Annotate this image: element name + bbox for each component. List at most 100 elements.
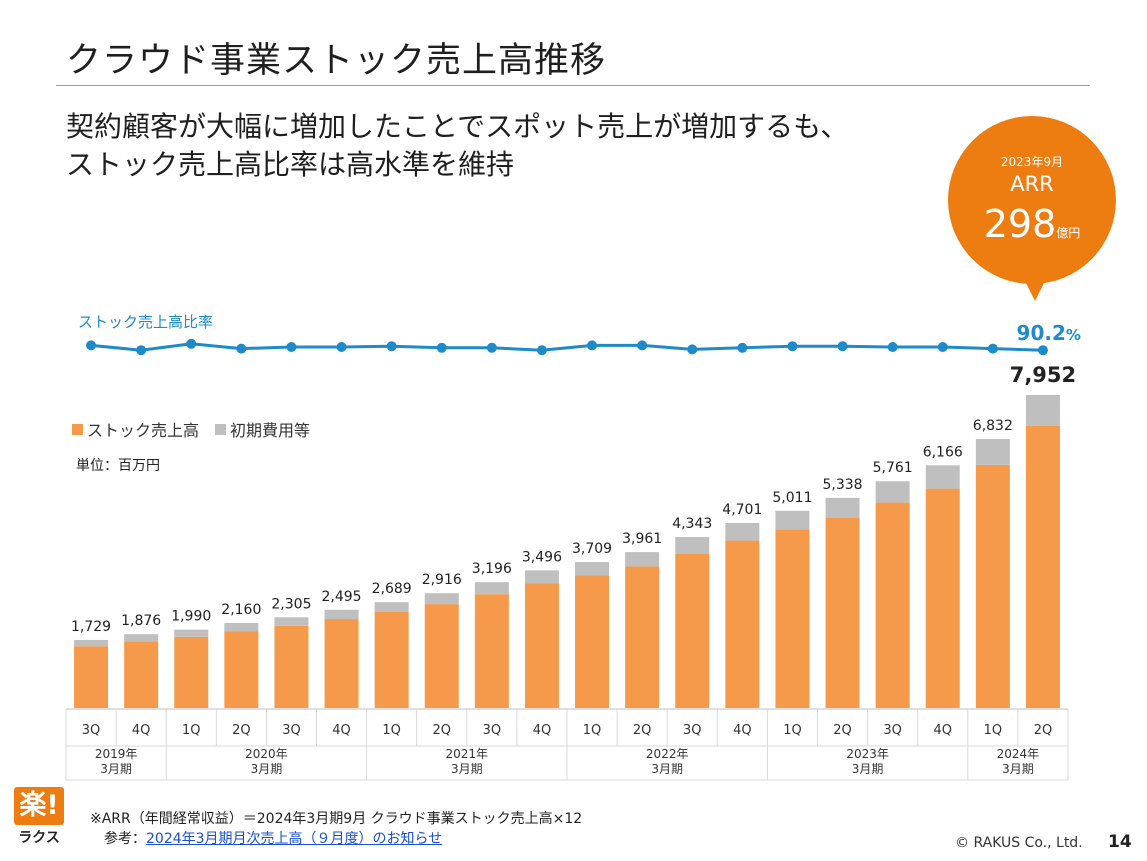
reference-note: 参考：2024年3月期月次売上高（９月度）のお知らせ (104, 828, 442, 848)
x-tick-label: 3Q (683, 723, 702, 738)
ratio-point (486, 342, 497, 353)
bar-stock (975, 464, 1010, 708)
bar-total-label: 1,990 (171, 609, 211, 625)
bar-stock (524, 583, 559, 708)
bar-initial (174, 629, 209, 637)
bar-total-label: 1,729 (71, 619, 111, 635)
bar-initial (875, 481, 910, 503)
bar-stock (575, 575, 610, 708)
bar-initial (124, 634, 159, 642)
ratio-point (937, 342, 948, 352)
bar-stock (274, 625, 309, 708)
page-number: 14 (1108, 832, 1132, 852)
bar-initial (775, 510, 810, 530)
bar-initial (524, 570, 559, 584)
ratio-point (536, 345, 547, 356)
bar-total-label: 1,876 (121, 613, 161, 629)
fiscal-year-label: 2024年 3月期 (997, 747, 1040, 776)
bar-stock (224, 631, 259, 708)
ratio-point (86, 340, 97, 351)
x-tick-label: 2Q (1034, 723, 1053, 738)
x-tick-label: 1Q (583, 723, 602, 738)
fiscal-year-label: 2020年 3月期 (245, 747, 288, 776)
bar-stock (825, 517, 860, 708)
bar-initial (725, 522, 760, 541)
arr-date: 2023年9月 (1000, 155, 1064, 169)
bar-stock (374, 611, 409, 708)
title-divider (56, 85, 1090, 86)
x-tick-label: 2Q (833, 723, 852, 738)
ratio-point (987, 343, 998, 354)
bar-stock (925, 488, 960, 708)
legend-label-stock: ストック売上高 (87, 421, 200, 440)
bar-stock (625, 566, 660, 708)
bar-initial (675, 537, 710, 554)
ratio-point (587, 340, 598, 351)
bar-initial (324, 609, 359, 620)
reference-prefix: 参考： (104, 831, 146, 847)
bar-total-label: 4,701 (722, 502, 762, 518)
bar-total-label: 3,961 (622, 531, 662, 547)
ratio-point (687, 344, 698, 355)
bar-total-label: 6,832 (973, 418, 1013, 434)
bar-initial (975, 439, 1010, 465)
bar-initial (575, 562, 610, 576)
ratio-point (637, 340, 648, 351)
x-tick-label: 4Q (933, 723, 952, 738)
rakus-logo: 楽! ラクス (14, 787, 64, 849)
bar-total-label: 2,305 (271, 596, 311, 612)
bar-total-label: 4,343 (672, 516, 712, 532)
bar-initial (374, 602, 409, 612)
x-tick-label: 3Q (483, 723, 502, 738)
bar-stock (1025, 425, 1060, 708)
bar-total-label: 5,338 (823, 477, 863, 493)
bar-initial (1025, 395, 1060, 426)
x-tick-label: 2Q (232, 723, 251, 738)
fiscal-year-label: 2023年 3月期 (846, 747, 889, 776)
bar-initial (424, 593, 459, 605)
ratio-point (436, 342, 447, 353)
ratio-point (787, 341, 798, 352)
x-tick-label: 2Q (432, 723, 451, 738)
arr-callout: 2023年9月 ARR 298億円 (948, 116, 1116, 284)
ratio-point (887, 342, 898, 352)
bar-stock (725, 540, 760, 708)
bar-initial (74, 639, 109, 647)
ratio-point (136, 345, 147, 356)
bar-stock (424, 604, 459, 708)
x-tick-label: 4Q (533, 723, 552, 738)
bar-total-label: 3,196 (472, 561, 512, 577)
x-tick-label: 1Q (382, 723, 401, 738)
reference-link[interactable]: 2024年3月期月次売上高（９月度）のお知らせ (146, 831, 443, 847)
ratio-point (236, 343, 247, 354)
legend-swatch-initial (215, 423, 227, 435)
bar-total-label: 5,011 (772, 490, 812, 506)
bar-initial (925, 465, 960, 489)
legend-swatch-stock (72, 423, 83, 435)
x-tick-label: 3Q (883, 723, 902, 738)
bar-total-label: 3,496 (522, 549, 562, 565)
x-tick-label: 3Q (282, 723, 301, 738)
bar-total-label: 6,166 (923, 444, 963, 460)
ratio-series-label: ストック売上高比率 (78, 313, 214, 331)
copyright: © RAKUS Co., Ltd. (955, 835, 1083, 851)
bar-total-label: 3,709 (572, 541, 612, 557)
ratio-point (336, 342, 347, 352)
page-title: クラウド事業ストック売上高推移 (66, 41, 607, 81)
x-tick-label: 4Q (332, 723, 351, 738)
arr-unit: 億円 (1056, 226, 1081, 240)
headline-line-2: ストック売上高比率は高水準を維持 (66, 148, 515, 181)
arr-value: 298 (983, 202, 1057, 246)
bar-total-label: 2,495 (322, 589, 362, 605)
ratio-point (737, 342, 748, 353)
x-tick-label: 1Q (182, 723, 201, 738)
fiscal-year-label: 2021年 3月期 (446, 747, 489, 776)
logo-wordmark: ラクス (18, 830, 60, 846)
x-tick-label: 1Q (984, 723, 1003, 738)
bar-initial (224, 622, 259, 632)
x-tick-label: 4Q (733, 723, 752, 738)
bar-total-label: 2,689 (372, 581, 412, 597)
logo-mark: 楽! (14, 787, 64, 825)
bar-stock (474, 594, 509, 708)
bar-initial (625, 552, 660, 567)
